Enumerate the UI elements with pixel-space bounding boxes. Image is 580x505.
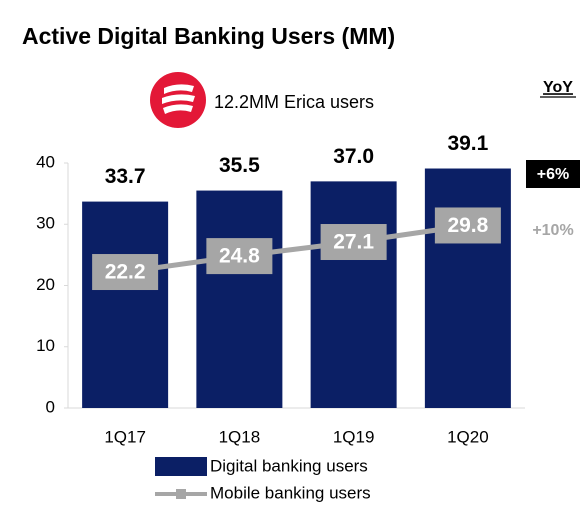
x-tick-label: 1Q17 bbox=[104, 427, 146, 446]
y-tick-label: 20 bbox=[36, 275, 55, 294]
bar bbox=[310, 181, 397, 408]
x-tick-label: 1Q20 bbox=[447, 427, 489, 446]
line-value-label: 29.8 bbox=[447, 214, 488, 237]
legend-label: Mobile banking users bbox=[210, 483, 371, 502]
line-value-label: 22.2 bbox=[105, 261, 146, 284]
yoy-label: +6% bbox=[537, 166, 569, 183]
bar bbox=[196, 190, 283, 408]
yoy-header: YoY bbox=[543, 79, 573, 96]
line bbox=[124, 223, 469, 275]
line-value-label: 27.1 bbox=[333, 231, 374, 254]
bar-value-label: 37.0 bbox=[333, 145, 374, 168]
erica-icon bbox=[150, 72, 206, 128]
legend-marker bbox=[176, 489, 186, 499]
line-label-box bbox=[206, 238, 273, 275]
y-tick-label: 30 bbox=[36, 214, 55, 233]
line-label-box bbox=[320, 224, 387, 261]
y-tick-label: 10 bbox=[36, 336, 55, 355]
yoy-label: +10% bbox=[532, 222, 573, 239]
chart-title: Active Digital Banking Users (MM) bbox=[22, 23, 395, 49]
line-label-box bbox=[92, 254, 159, 291]
y-tick-label: 40 bbox=[36, 152, 55, 171]
line-value-label: 24.8 bbox=[219, 245, 260, 268]
line-label-box bbox=[434, 207, 501, 244]
bar bbox=[82, 201, 169, 408]
bar bbox=[424, 168, 511, 408]
x-tick-label: 1Q19 bbox=[333, 427, 375, 446]
x-tick-label: 1Q18 bbox=[219, 427, 261, 446]
bar-value-label: 33.7 bbox=[105, 165, 146, 188]
bar-value-label: 35.5 bbox=[219, 154, 260, 177]
y-tick-label: 0 bbox=[46, 397, 55, 416]
yoy-box bbox=[526, 160, 580, 188]
bar-value-label: 39.1 bbox=[447, 132, 488, 155]
annotation: 12.2MM Erica users bbox=[214, 92, 374, 112]
legend-swatch bbox=[155, 457, 207, 476]
legend-label: Digital banking users bbox=[210, 456, 368, 475]
